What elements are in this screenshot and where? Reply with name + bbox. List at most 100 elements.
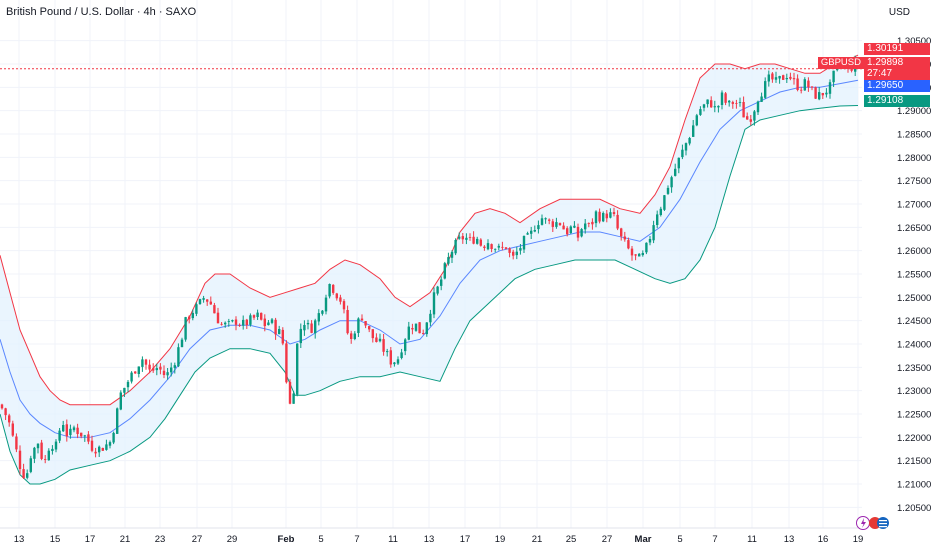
candle-body — [47, 450, 50, 461]
candle-body — [774, 77, 778, 80]
candle-body — [612, 212, 616, 214]
candle-body — [645, 242, 648, 253]
candle-body — [796, 78, 799, 90]
candle-body — [620, 228, 623, 237]
time-tick-label: 13 — [784, 534, 795, 545]
currency-label[interactable]: USD — [888, 7, 910, 18]
candle-body — [792, 78, 796, 80]
candle-body — [87, 434, 90, 442]
candle-body — [724, 93, 727, 103]
candle-body — [731, 102, 734, 104]
candle-body — [274, 319, 277, 335]
price-tick-label: 1.25500 — [897, 270, 931, 281]
candle-body — [296, 343, 299, 395]
candle-body — [602, 213, 605, 222]
candle-body — [566, 228, 569, 235]
candle-body — [630, 248, 634, 256]
candle-body — [764, 81, 767, 98]
candle-body — [285, 343, 288, 383]
candle-body — [11, 423, 14, 436]
price-tick-label: 1.27000 — [897, 200, 931, 211]
middle-band-price-label: 1.29650 — [864, 80, 930, 92]
candle-body — [558, 223, 562, 225]
candle-body — [810, 86, 814, 88]
candle-body — [807, 80, 810, 88]
candle-body — [404, 339, 407, 352]
candle-body — [360, 318, 364, 321]
candle-body — [634, 254, 637, 256]
candle-body — [598, 211, 601, 222]
candle-body — [515, 251, 518, 256]
candle-body — [58, 430, 61, 441]
price-tick-label: 1.24500 — [897, 316, 931, 327]
time-tick-label: 15 — [50, 534, 61, 545]
candle-body — [695, 115, 698, 126]
last-price-label: 1.29898 — [864, 57, 930, 69]
candle-body — [130, 372, 133, 382]
price-tick-label: 1.27500 — [897, 176, 931, 187]
candle-body — [580, 229, 583, 237]
candle-body — [105, 444, 108, 450]
candle-body — [368, 326, 371, 330]
candle-body — [576, 226, 580, 238]
candle-body — [65, 424, 68, 437]
candle-body — [537, 225, 540, 230]
candle-body — [486, 243, 490, 250]
candle-body — [616, 214, 619, 229]
candle-body — [569, 226, 572, 234]
candle-body — [220, 323, 223, 325]
candle-body — [224, 322, 227, 325]
candle-body — [0, 404, 4, 409]
candle-body — [382, 339, 385, 352]
candle-body — [242, 319, 245, 326]
candle-body — [26, 473, 29, 478]
candle-body — [663, 195, 666, 210]
candle-body — [371, 329, 374, 339]
candle-body — [195, 304, 198, 314]
status-icons[interactable] — [856, 515, 896, 534]
candle-body — [544, 218, 547, 220]
candle-body — [760, 96, 763, 102]
candle-body — [350, 333, 353, 339]
candle-body — [677, 157, 680, 169]
price-tick-label: 1.26500 — [897, 223, 931, 234]
price-tick-label: 1.28500 — [897, 130, 931, 141]
candle-body — [432, 292, 436, 315]
candle-body — [512, 251, 515, 256]
candle-body — [789, 76, 792, 79]
candle-body — [674, 168, 677, 176]
candle-body — [36, 443, 40, 449]
candle-body — [526, 233, 529, 235]
candle-body — [357, 318, 360, 333]
candle-body — [659, 208, 662, 215]
candle-body — [771, 73, 774, 80]
candle-body — [713, 106, 716, 108]
candle-body — [519, 248, 522, 251]
candle-body — [310, 323, 313, 333]
candle-body — [818, 92, 821, 100]
time-tick-label: 7 — [712, 534, 717, 545]
candle-body — [497, 245, 500, 248]
candle-body — [364, 321, 367, 326]
candle-body — [234, 319, 238, 325]
candle-body — [483, 246, 486, 248]
candle-body — [447, 257, 450, 264]
price-tick-label: 1.25000 — [897, 293, 931, 304]
candle-body — [555, 222, 558, 227]
chart-title: British Pound / U.S. Dollar · 4h · SAXO — [6, 6, 197, 18]
candle-body — [814, 87, 817, 99]
candle-body — [155, 368, 158, 371]
candle-body — [119, 392, 122, 410]
candle-body — [468, 237, 472, 238]
candle-body — [778, 76, 781, 79]
price-tick-label: 1.29000 — [897, 106, 931, 117]
price-tick-label: 1.21500 — [897, 456, 931, 467]
bollinger-band-fill — [0, 55, 858, 484]
candle-body — [400, 352, 403, 358]
candle-body — [180, 339, 184, 348]
candle-body — [767, 74, 770, 82]
bollinger-middle-band — [0, 79, 859, 438]
candle-body — [98, 446, 101, 453]
candle-body — [267, 322, 270, 326]
